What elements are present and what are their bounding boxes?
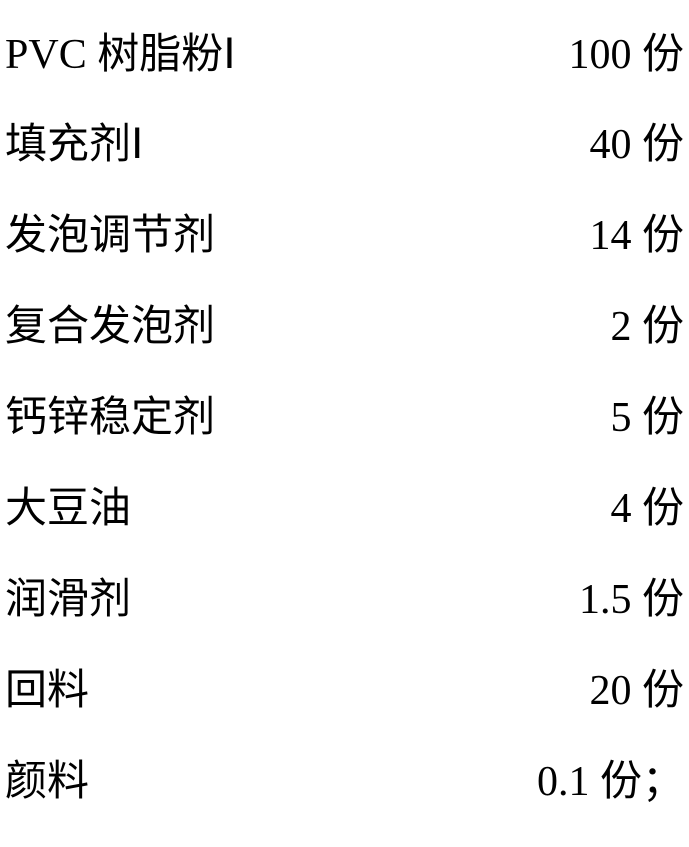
ingredients-table: PVC 树脂粉Ⅰ 100 份 填充剂Ⅰ 40 份 发泡调节剂 14 份 复合发泡… bbox=[0, 0, 689, 847]
table-row: 回料 20 份 bbox=[5, 641, 684, 731]
ingredient-label: 发泡调节剂 bbox=[5, 201, 215, 262]
ingredient-label: 颜料 bbox=[5, 747, 89, 808]
table-row: 大豆油 4 份 bbox=[5, 459, 684, 549]
table-row: 钙锌稳定剂 5 份 bbox=[5, 369, 684, 459]
ingredient-value: 1.5 份 bbox=[579, 565, 684, 626]
ingredient-label: 润滑剂 bbox=[5, 565, 131, 626]
ingredient-label: 复合发泡剂 bbox=[5, 292, 215, 353]
label-text: 树脂粉Ⅰ bbox=[87, 32, 236, 78]
ingredient-value: 40 份 bbox=[589, 110, 684, 171]
ingredient-value: 5 份 bbox=[610, 383, 684, 444]
ingredient-value: 14 份 bbox=[589, 201, 684, 262]
label-prefix: PVC bbox=[5, 32, 87, 78]
table-row: 填充剂Ⅰ 40 份 bbox=[5, 96, 684, 186]
ingredient-label: PVC 树脂粉Ⅰ bbox=[5, 20, 236, 81]
ingredient-value: 2 份 bbox=[610, 292, 684, 353]
table-row: PVC 树脂粉Ⅰ 100 份 bbox=[5, 5, 684, 95]
table-row: 发泡调节剂 14 份 bbox=[5, 187, 684, 277]
ingredient-value: 100 份 bbox=[568, 20, 684, 81]
ingredient-label: 填充剂Ⅰ bbox=[5, 110, 143, 171]
ingredient-label: 大豆油 bbox=[5, 474, 131, 535]
table-row: 润滑剂 1.5 份 bbox=[5, 550, 684, 640]
table-row: 颜料 0.1 份； bbox=[5, 732, 684, 822]
ingredient-value: 0.1 份； bbox=[537, 747, 684, 808]
ingredient-label: 回料 bbox=[5, 656, 89, 717]
table-row: 复合发泡剂 2 份 bbox=[5, 278, 684, 368]
ingredient-value: 4 份 bbox=[610, 474, 684, 535]
ingredient-label: 钙锌稳定剂 bbox=[5, 383, 215, 444]
ingredient-value: 20 份 bbox=[589, 656, 684, 717]
